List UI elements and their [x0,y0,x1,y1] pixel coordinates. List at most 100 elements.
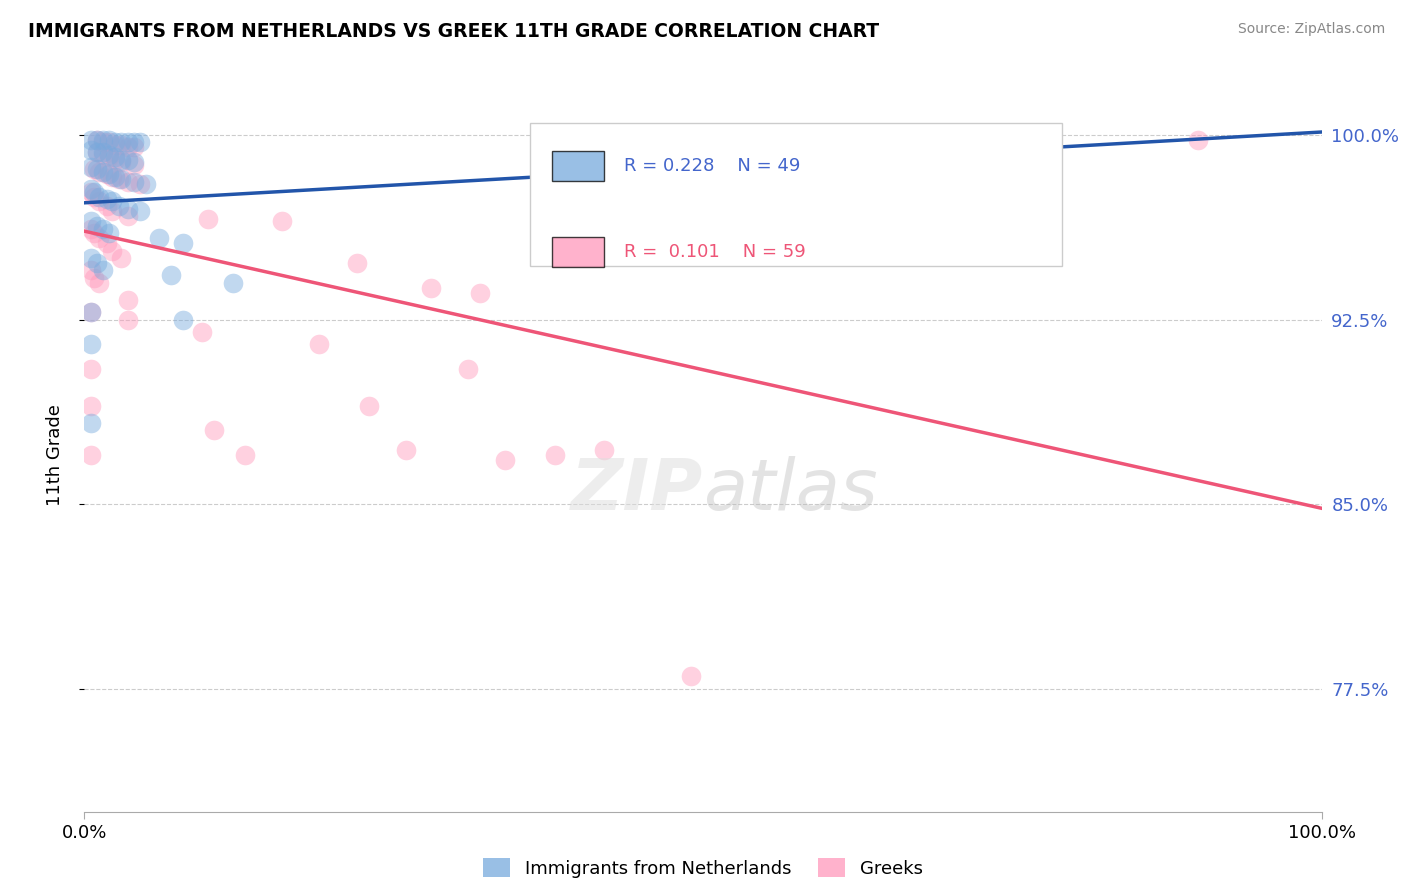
Point [79,337,101,351]
Point [79,143,101,157]
Point [86,162,108,177]
Point [98,227,121,241]
Point [222,276,245,290]
Point [79,305,101,319]
Point [91,221,114,235]
Point [346,256,368,270]
Point [104,137,127,152]
Point [79,182,101,196]
Point [98,133,121,147]
Point [135,178,157,192]
Point [98,168,121,182]
Point [79,185,101,199]
Point [110,136,132,150]
Point [89,165,111,179]
Point [117,140,139,154]
Point [122,157,145,171]
Point [419,280,441,294]
Text: atlas: atlas [703,456,877,525]
FancyBboxPatch shape [553,151,605,181]
Point [117,293,139,307]
Point [108,172,131,186]
Text: Source: ZipAtlas.com: Source: ZipAtlas.com [1237,22,1385,37]
Point [98,136,121,150]
Point [79,133,101,147]
Point [470,285,492,300]
FancyBboxPatch shape [553,236,605,267]
Point [96,236,118,251]
Point [110,155,132,169]
Point [83,270,105,285]
Point [91,133,114,147]
Point [172,312,194,326]
Point [395,442,418,457]
Point [89,189,111,203]
Point [202,423,225,437]
FancyBboxPatch shape [530,123,1062,266]
Point [89,276,111,290]
Point [100,204,122,219]
Point [197,211,219,226]
Point [110,251,132,265]
Point [457,361,479,376]
Text: ZIP: ZIP [571,456,703,525]
Point [79,361,101,376]
Point [79,263,101,277]
Point [129,204,152,219]
Point [172,236,194,251]
Point [122,155,145,169]
Point [96,168,118,182]
Point [122,140,145,154]
Point [117,136,139,150]
Point [148,231,170,245]
Point [117,175,139,189]
Point [86,145,108,160]
Point [110,137,132,152]
Point [233,448,256,462]
Point [117,202,139,216]
Point [79,221,101,235]
Point [100,194,122,209]
Point [129,136,152,150]
Point [79,399,101,413]
Point [110,172,132,186]
Point [91,147,114,161]
Point [83,162,105,177]
Point [86,133,108,147]
Point [494,453,516,467]
Point [91,165,114,179]
Point [1187,133,1209,147]
Y-axis label: 11th Grade: 11th Grade [45,404,63,506]
Point [160,268,183,283]
Point [89,194,111,209]
Point [630,227,652,241]
Point [83,189,105,203]
Point [83,185,105,199]
Point [98,147,121,161]
Point [104,136,127,150]
Point [191,325,214,339]
Point [117,312,139,326]
Point [271,214,294,228]
Point [86,133,108,147]
Point [357,399,380,413]
Point [79,160,101,174]
Point [79,214,101,228]
Point [79,251,101,265]
Point [104,153,127,167]
Text: IMMIGRANTS FROM NETHERLANDS VS GREEK 11TH GRADE CORRELATION CHART: IMMIGRANTS FROM NETHERLANDS VS GREEK 11T… [28,22,879,41]
Point [79,416,101,430]
Point [96,192,118,206]
Point [543,448,565,462]
Point [86,256,108,270]
Point [104,150,127,164]
Text: R = 0.228    N = 49: R = 0.228 N = 49 [624,157,800,175]
Point [679,669,702,683]
Text: R =  0.101    N = 59: R = 0.101 N = 59 [624,243,806,260]
Point [100,169,122,184]
Point [117,209,139,223]
Point [117,153,139,167]
Point [110,153,132,167]
Point [83,227,105,241]
Point [89,231,111,245]
